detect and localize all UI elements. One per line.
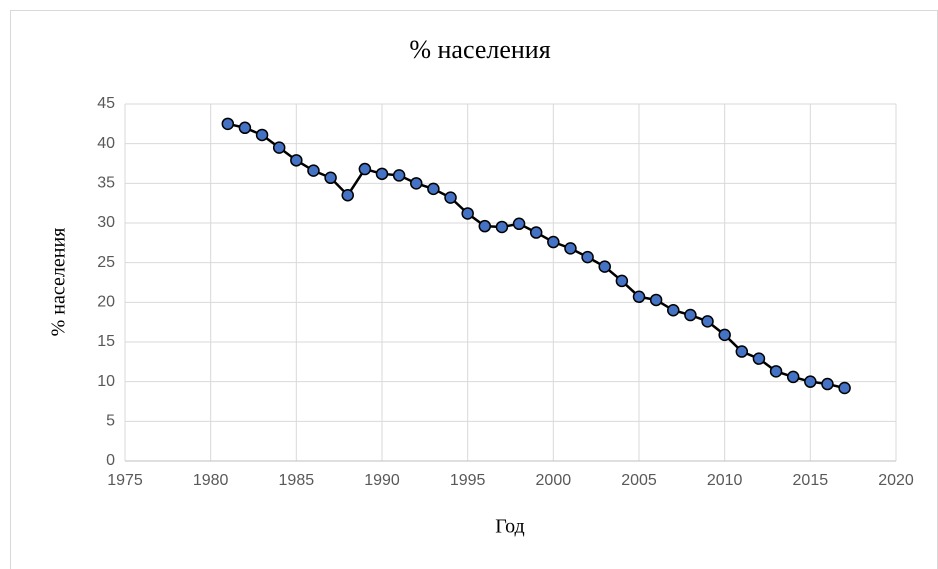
data-point [632,290,646,304]
x-tick-label: 1980 [193,472,229,489]
data-point [598,260,611,273]
data-point [615,274,629,288]
x-tick-label: 1985 [279,472,315,489]
data-point [718,328,731,342]
y-tick-label: 35 [97,175,115,192]
data-point [529,226,543,239]
data-point [444,191,457,204]
data-point [375,167,389,181]
x-tick-label: 2000 [536,472,572,489]
data-point [821,377,834,391]
y-tick-label: 20 [97,294,115,311]
y-tick-label: 25 [97,254,115,271]
data-point [547,235,560,249]
data-point [667,304,680,317]
x-tick-label: 2005 [621,472,657,489]
x-tick-label: 1995 [450,472,486,489]
data-point [272,141,286,154]
x-tick-label: 2020 [878,472,914,489]
data-point [581,250,594,264]
x-tick-label: 2010 [707,472,743,489]
data-point [307,164,320,177]
data-point [804,375,817,388]
x-tick-label: 1975 [107,472,143,489]
data-point [392,169,406,182]
data-point [255,128,269,142]
y-tick-label: 5 [106,413,115,430]
data-point [735,345,749,358]
data-point [341,188,354,202]
data-point [649,293,663,307]
data-point [512,217,526,231]
data-point [427,182,440,196]
data-point [290,154,303,167]
data-point [786,370,800,384]
data-point [701,315,714,328]
y-tick-label: 10 [97,373,115,390]
y-tick-label: 45 [97,95,115,112]
data-point [838,381,851,395]
y-tick-label: 30 [97,214,115,231]
data-point [495,220,509,234]
data-point [564,242,577,255]
data-point [410,177,423,190]
data-point [221,117,235,131]
data-point [752,352,766,365]
y-tick-label: 15 [97,333,115,350]
data-point [769,365,783,378]
y-tick-label: 0 [106,452,115,469]
x-tick-label: 1990 [364,472,400,489]
data-point [324,171,337,185]
data-point [684,308,697,322]
chart-title: % населения [409,35,550,64]
data-point [461,207,474,220]
data-point [238,121,252,135]
x-tick-label: 2015 [793,472,829,489]
y-tick-label: 40 [97,135,115,152]
y-axis-label: % населения [48,228,70,337]
data-point [478,219,492,233]
data-point [358,162,372,176]
x-axis-label: Год [495,516,524,538]
